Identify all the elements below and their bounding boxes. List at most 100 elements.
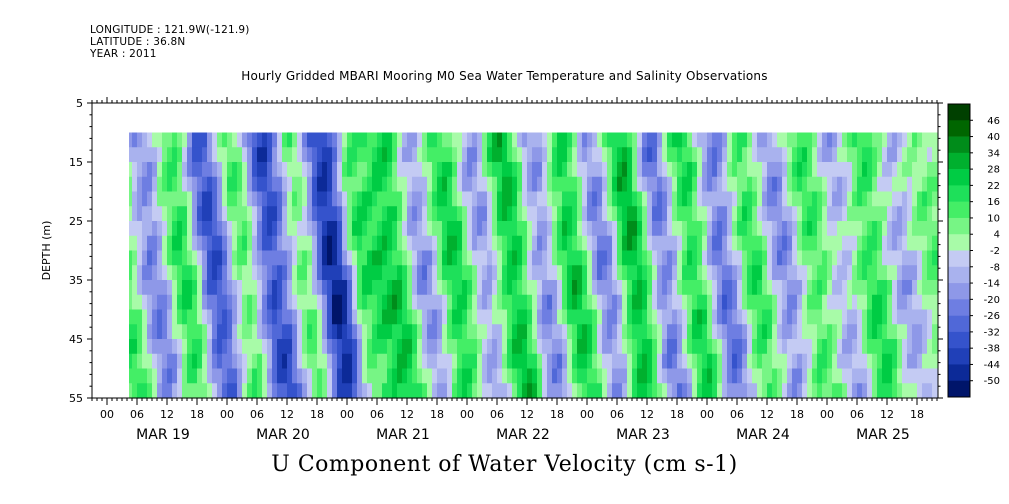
heatmap-cell xyxy=(422,383,428,399)
heatmap-cell xyxy=(247,309,253,325)
heatmap-cell xyxy=(732,309,738,325)
heatmap-cell xyxy=(502,250,508,266)
heatmap-cell xyxy=(272,339,278,355)
heatmap-cell xyxy=(232,206,238,222)
heatmap-cell xyxy=(497,176,503,193)
heatmap-cell xyxy=(397,383,403,399)
heatmap-cell xyxy=(652,309,658,325)
heatmap-cell xyxy=(877,221,883,237)
heatmap-cell xyxy=(417,383,423,399)
heatmap-cell xyxy=(582,250,588,266)
heatmap-cell xyxy=(912,383,918,399)
heatmap-cell xyxy=(352,383,358,399)
heatmap-cell xyxy=(247,383,253,399)
heatmap-cell xyxy=(192,147,198,163)
heatmap-cell xyxy=(717,280,723,296)
heatmap-cell xyxy=(392,221,398,237)
heatmap-cell xyxy=(187,353,193,370)
heatmap-cell xyxy=(207,162,213,178)
heatmap-cell xyxy=(337,191,343,207)
heatmap-cell xyxy=(442,339,448,355)
heatmap-cell xyxy=(632,368,638,384)
heatmap-cell xyxy=(577,383,583,399)
heatmap-cell xyxy=(902,383,908,399)
heatmap-cell xyxy=(347,265,353,281)
heatmap-cell xyxy=(902,294,908,311)
heatmap-cell xyxy=(397,147,403,163)
heatmap-cell xyxy=(277,309,283,325)
heatmap-cell xyxy=(577,309,583,325)
heatmap-cell xyxy=(867,294,873,311)
heatmap-cell xyxy=(827,265,833,281)
heatmap-cell xyxy=(922,353,928,370)
heatmap-cell xyxy=(442,132,448,148)
heatmap-cell xyxy=(847,206,853,222)
heatmap-cell xyxy=(227,324,233,340)
heatmap-cell xyxy=(252,324,258,340)
heatmap-cell xyxy=(662,339,668,355)
heatmap-cell xyxy=(532,206,538,222)
colorbar-swatch xyxy=(948,104,970,121)
heatmap-cell xyxy=(687,339,693,355)
heatmap-cell xyxy=(637,235,643,252)
heatmap-cell xyxy=(287,132,293,148)
heatmap-cell xyxy=(867,191,873,207)
heatmap-cell xyxy=(627,309,633,325)
heatmap-cell xyxy=(497,221,503,237)
heatmap-cell xyxy=(912,132,918,148)
heatmap-cell xyxy=(867,368,873,384)
heatmap-cell xyxy=(852,280,858,296)
heatmap-cell xyxy=(197,191,203,207)
heatmap-cell xyxy=(162,191,168,207)
heatmap-cell xyxy=(357,221,363,237)
heatmap-cell xyxy=(812,191,818,207)
heatmap-cell xyxy=(572,206,578,222)
heatmap-cell xyxy=(542,368,548,384)
heatmap-cell xyxy=(297,265,303,281)
heatmap-cell xyxy=(587,191,593,207)
heatmap-cell xyxy=(207,147,213,163)
heatmap-cell xyxy=(252,162,258,178)
heatmap-cell xyxy=(837,309,843,325)
heatmap-cell xyxy=(602,132,608,148)
heatmap-cell xyxy=(917,250,923,266)
heatmap-cell xyxy=(242,206,248,222)
heatmap-cell xyxy=(312,235,318,252)
heatmap-cell xyxy=(622,353,628,370)
heatmap-cell xyxy=(242,221,248,237)
heatmap-cell xyxy=(422,294,428,311)
heatmap-cell xyxy=(217,280,223,296)
heatmap-cell xyxy=(757,265,763,281)
heatmap-cell xyxy=(287,206,293,222)
heatmap-cell xyxy=(907,294,913,311)
heatmap-cell xyxy=(147,265,153,281)
heatmap-cell xyxy=(527,206,533,222)
heatmap-cell xyxy=(817,383,823,399)
heatmap-cell xyxy=(727,176,733,193)
heatmap-cell xyxy=(372,206,378,222)
heatmap-cell xyxy=(917,265,923,281)
heatmap-cell xyxy=(782,383,788,399)
heatmap-cell xyxy=(577,324,583,340)
heatmap-cell xyxy=(567,191,573,207)
heatmap-cell xyxy=(847,147,853,163)
heatmap-cell xyxy=(377,147,383,163)
heatmap-cell xyxy=(792,294,798,311)
heatmap-cell xyxy=(262,368,268,384)
heatmap-cell xyxy=(682,132,688,148)
heatmap-cell xyxy=(467,383,473,399)
heatmap-cell xyxy=(932,265,938,281)
heatmap-cell xyxy=(337,280,343,296)
heatmap-cell xyxy=(257,162,263,178)
heatmap-cell xyxy=(232,162,238,178)
heatmap-cell xyxy=(202,280,208,296)
heatmap-cell xyxy=(617,206,623,222)
heatmap-cell xyxy=(392,147,398,163)
heatmap-cell xyxy=(752,162,758,178)
heatmap-cell xyxy=(922,206,928,222)
heatmap-cell xyxy=(552,383,558,399)
heatmap-cell xyxy=(617,191,623,207)
heatmap-cell xyxy=(752,235,758,252)
heatmap-cell xyxy=(917,280,923,296)
heatmap-cell xyxy=(597,324,603,340)
